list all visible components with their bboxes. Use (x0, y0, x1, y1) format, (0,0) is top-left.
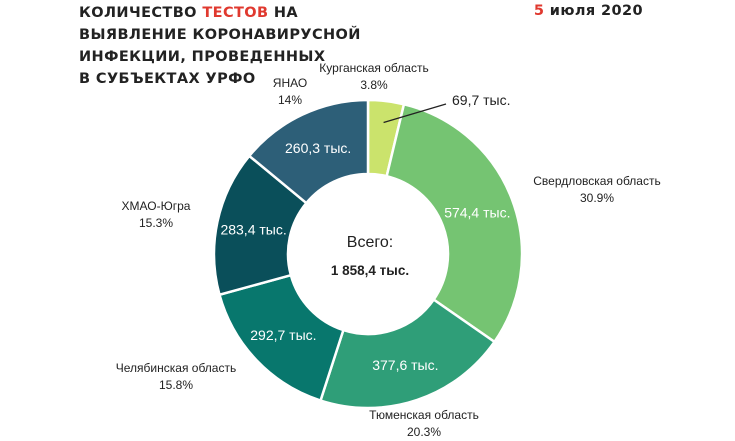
donut-slices (212, 98, 524, 410)
title-accent-word: тестов (202, 5, 269, 21)
title-line-4: в субъектах УрФО (79, 71, 256, 87)
category-label-khmao: ХМАО-Югра (122, 199, 191, 213)
percent-label-kurgan: 3.8% (360, 78, 388, 92)
center-total-label: Всего: (347, 234, 393, 251)
value-label-sverdlovsk: 574,4 тыс. (444, 204, 510, 220)
category-label-yanao: ЯНАО (273, 76, 307, 90)
slice-tyumen (318, 297, 497, 410)
date-label: 5 июля 2020 (534, 3, 643, 19)
value-label-tyumen: 377,6 тыс. (372, 357, 438, 373)
percent-label-tyumen: 20.3% (407, 425, 441, 439)
date-day: 5 (533, 3, 545, 19)
percent-label-yanao: 14% (278, 93, 302, 107)
center-total-value: 1 858,4 тыс. (331, 263, 409, 278)
category-label-tyumen: Тюменская область (369, 408, 479, 422)
date-month-year: июля 2020 (544, 3, 643, 19)
value-label-chelyabinsk: 292,7 тыс. (250, 327, 316, 343)
category-label-chelyabinsk: Челябинская область (116, 361, 236, 375)
slice-yanao (247, 98, 370, 205)
chart-labels: 69,7 тыс. 574,4 тыс. 377,6 тыс. 292,7 тыс. 2… (116, 61, 661, 439)
category-label-kurgan: Курганская область (319, 61, 428, 75)
percent-label-chelyabinsk: 15.8% (159, 378, 193, 392)
value-label-kurgan: 69,7 тыс. (452, 92, 511, 108)
value-label-yanao: 260,3 тыс. (285, 140, 351, 156)
chart-title: Количество тестов на выявление коронавир… (79, 2, 361, 90)
category-label-sverdlovsk: Свердловская область (533, 174, 660, 188)
title-line-3: инфекции, проведенных (79, 49, 326, 65)
percent-label-sverdlovsk: 30.9% (580, 191, 614, 205)
value-label-khmao: 283,4 тыс. (220, 221, 286, 237)
title-line-2: выявление коронавирусной (79, 27, 361, 43)
kurgan-leader-line (383, 103, 447, 124)
title-line-1: Количество тестов на (79, 5, 299, 21)
slice-sverdlovsk (385, 102, 524, 344)
percent-label-khmao: 15.3% (139, 216, 173, 230)
